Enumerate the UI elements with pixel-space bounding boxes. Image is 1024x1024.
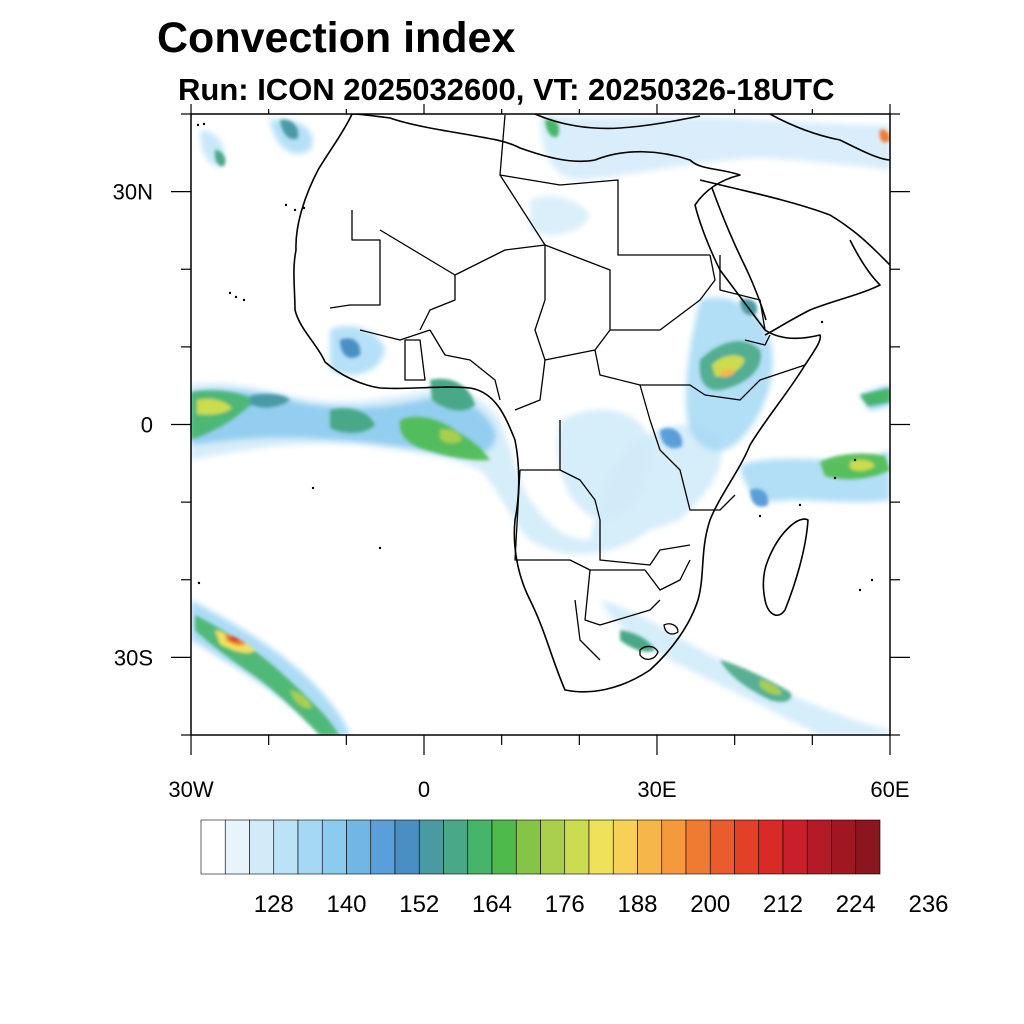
colorbar-label: 176 — [545, 891, 585, 918]
y-tick-label: 30S — [114, 645, 153, 670]
coastlines — [293, 114, 890, 693]
colorbar-swatch — [321, 819, 347, 875]
colorbar-swatch — [612, 819, 638, 875]
colorbar-label: 224 — [836, 891, 876, 918]
colorbar-swatch — [491, 819, 517, 875]
y-tick-label: 30N — [113, 180, 153, 205]
colorbar-label: 212 — [763, 891, 803, 918]
y-tick-label: 0 — [141, 413, 153, 438]
colorbar-swatch — [588, 819, 614, 875]
colorbar-swatch — [831, 819, 857, 875]
colorbar-swatch — [540, 819, 566, 875]
colorbar-swatch — [418, 819, 444, 875]
map-subtitle: Run: ICON 2025032600, VT: 20250326-18UTC — [178, 72, 835, 107]
colorbar-swatch — [394, 819, 420, 875]
colorbar-swatch — [346, 819, 372, 875]
colorbar-swatch — [782, 819, 808, 875]
colorbar-swatch — [467, 819, 493, 875]
colorbar-swatch — [685, 819, 711, 875]
colorbar-swatch — [443, 819, 469, 875]
colorbar-swatch — [637, 819, 663, 875]
colorbar-label: 152 — [399, 891, 439, 918]
colorbar-swatch — [734, 819, 760, 875]
x-tick-label: 0 — [418, 777, 430, 802]
colorbar-swatch — [855, 819, 881, 875]
colorbar-label: 164 — [472, 891, 512, 918]
colorbar-swatch — [273, 819, 299, 875]
map-title: Convection index — [157, 14, 516, 62]
colorbar-label: 188 — [617, 891, 657, 918]
x-tick-label: 30W — [168, 777, 213, 802]
colorbar-swatch — [515, 819, 541, 875]
colorbar-swatch — [370, 819, 396, 875]
x-tick-label: 60E — [870, 777, 909, 802]
colorbar-swatch — [661, 819, 687, 875]
colorbar-swatch — [806, 819, 832, 875]
small-islands — [196, 122, 874, 592]
colorbar-swatch — [200, 819, 226, 875]
colorbar-label: 140 — [326, 891, 366, 918]
axis-tick-labels: 30W 0 30E 60E 30N 0 30S — [113, 180, 910, 802]
colorbar-swatch — [297, 819, 323, 875]
convection-field — [191, 115, 890, 735]
colorbar-swatch — [224, 819, 250, 875]
colorbar-label: 128 — [254, 891, 294, 918]
colorbar-swatch — [249, 819, 275, 875]
colorbar-swatch — [758, 819, 784, 875]
axis-ticks — [171, 104, 910, 755]
colorbar-label: 236 — [908, 891, 948, 918]
country-borders — [329, 114, 806, 661]
colorbar-label: 200 — [690, 891, 730, 918]
x-tick-label: 30E — [637, 777, 676, 802]
colorbar-swatch — [564, 819, 590, 875]
colorbar — [200, 819, 881, 875]
colorbar-swatch — [709, 819, 735, 875]
colorbar-labels: 128 140 152 164 176 188 200 212 224 236 — [254, 891, 949, 918]
